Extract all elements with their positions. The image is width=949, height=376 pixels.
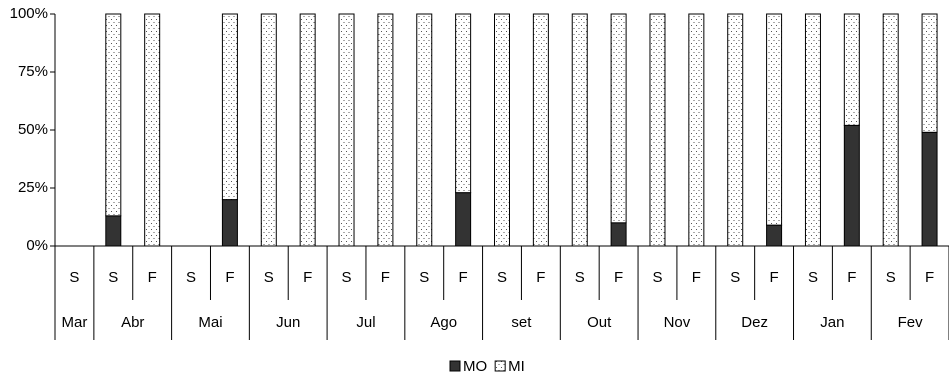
x-tick-label: F bbox=[847, 269, 856, 286]
y-tick-label: 100% bbox=[10, 5, 48, 22]
bar-segment bbox=[260, 13, 277, 247]
bar-segment bbox=[649, 13, 666, 247]
legend-label: MI bbox=[508, 358, 525, 375]
x-tick-label: S bbox=[730, 269, 740, 286]
bar-segment bbox=[338, 13, 355, 247]
bar-segment bbox=[804, 13, 821, 247]
bar-segment bbox=[455, 13, 472, 194]
bar-segment bbox=[144, 13, 161, 247]
group-label: Dez bbox=[741, 314, 768, 331]
group-label: Mar bbox=[62, 314, 88, 331]
group-label: set bbox=[511, 314, 532, 331]
bar-segment bbox=[766, 224, 783, 247]
bar-segment bbox=[221, 199, 238, 247]
x-tick-label: F bbox=[614, 269, 623, 286]
y-tick-label: 0% bbox=[26, 237, 48, 254]
x-tick-label: S bbox=[69, 269, 79, 286]
bar-segment bbox=[221, 13, 238, 201]
bar-segment bbox=[843, 13, 860, 126]
group-label: Ago bbox=[430, 314, 457, 331]
bar-segment bbox=[727, 13, 744, 247]
bar-segment bbox=[882, 13, 899, 247]
x-tick-label: S bbox=[497, 269, 507, 286]
x-tick-label: F bbox=[925, 269, 934, 286]
x-tick-label: S bbox=[264, 269, 274, 286]
bar-segment bbox=[377, 13, 394, 247]
x-tick-label: F bbox=[148, 269, 157, 286]
bar-segment bbox=[571, 13, 588, 247]
x-tick-label: S bbox=[886, 269, 896, 286]
x-tick-label: S bbox=[108, 269, 118, 286]
x-tick-label: F bbox=[225, 269, 234, 286]
x-tick-label: S bbox=[419, 269, 429, 286]
x-tick-label: F bbox=[303, 269, 312, 286]
legend-swatch bbox=[494, 360, 506, 372]
x-tick-label: S bbox=[186, 269, 196, 286]
bar-segment bbox=[494, 13, 510, 247]
group-label: Nov bbox=[664, 314, 691, 331]
x-tick-label: F bbox=[770, 269, 779, 286]
y-tick-label: 25% bbox=[18, 179, 48, 196]
x-tick-label: S bbox=[808, 269, 818, 286]
x-tick-label: F bbox=[536, 269, 545, 286]
bar-segment bbox=[416, 13, 433, 247]
bar-segment bbox=[921, 13, 938, 133]
legend-label: MO bbox=[463, 358, 487, 375]
bar-segment bbox=[299, 13, 316, 247]
group-label: Mai bbox=[198, 314, 222, 331]
bar-segment bbox=[532, 13, 549, 247]
group-label: Jun bbox=[276, 314, 300, 331]
x-tick-label: S bbox=[342, 269, 352, 286]
group-label: Jan bbox=[820, 314, 844, 331]
x-tick-label: F bbox=[459, 269, 468, 286]
bar-segment bbox=[455, 192, 472, 247]
bar-segment bbox=[921, 131, 938, 247]
y-tick-label: 75% bbox=[18, 63, 48, 80]
bar-segment bbox=[610, 13, 627, 224]
x-tick-label: F bbox=[692, 269, 701, 286]
x-tick-label: S bbox=[652, 269, 662, 286]
bar-segment bbox=[105, 13, 122, 217]
group-label: Out bbox=[587, 314, 612, 331]
bar-segment bbox=[688, 13, 705, 247]
group-label: Fev bbox=[898, 314, 924, 331]
bar-segment bbox=[105, 215, 122, 247]
group-label: Abr bbox=[121, 314, 144, 331]
bar-segment bbox=[766, 13, 783, 226]
legend-swatch bbox=[449, 360, 461, 372]
bar-segment bbox=[610, 222, 627, 247]
y-tick-label: 50% bbox=[18, 121, 48, 138]
group-label: Jul bbox=[356, 314, 375, 331]
x-tick-label: S bbox=[575, 269, 585, 286]
bar-segment bbox=[843, 124, 860, 247]
x-tick-label: F bbox=[381, 269, 390, 286]
